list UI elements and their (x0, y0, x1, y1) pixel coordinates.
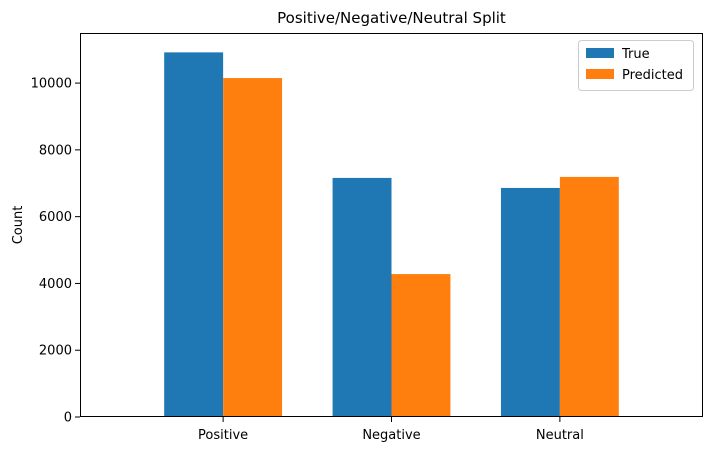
legend-swatch-true (586, 48, 614, 58)
y-tick-label: 4000 (39, 277, 72, 292)
legend-swatch-predicted (586, 69, 614, 79)
x-tick-label-neutral: Neutral (536, 428, 584, 443)
legend: True Predicted (578, 40, 694, 91)
y-tick-label: 6000 (39, 210, 72, 225)
x-tick-label-positive: Positive (198, 428, 248, 443)
y-axis-label: Count (11, 206, 26, 245)
x-tick-label-negative: Negative (362, 428, 420, 443)
y-tick-label: 2000 (39, 344, 72, 359)
bar-predicted-positive (223, 78, 283, 418)
chart-title: Positive/Negative/Neutral Split (277, 9, 506, 27)
legend-label-true: True (621, 47, 650, 62)
y-tick-label: 8000 (39, 143, 72, 158)
bar-predicted-negative (391, 274, 451, 417)
bar-true-neutral (500, 187, 560, 417)
y-axis-ticks: 0 2000 4000 6000 8000 10000 (31, 77, 80, 426)
y-tick-label: 10000 (31, 77, 72, 92)
y-tick-label: 0 (64, 411, 72, 426)
bar-true-positive (164, 52, 224, 418)
bar-predicted-neutral (559, 176, 619, 417)
bars-layer (164, 52, 619, 418)
bar-true-negative (332, 177, 392, 417)
x-axis-ticks: Positive Negative Neutral (198, 417, 584, 443)
legend-label-predicted: Predicted (622, 68, 683, 83)
plot-frame (80, 33, 703, 417)
